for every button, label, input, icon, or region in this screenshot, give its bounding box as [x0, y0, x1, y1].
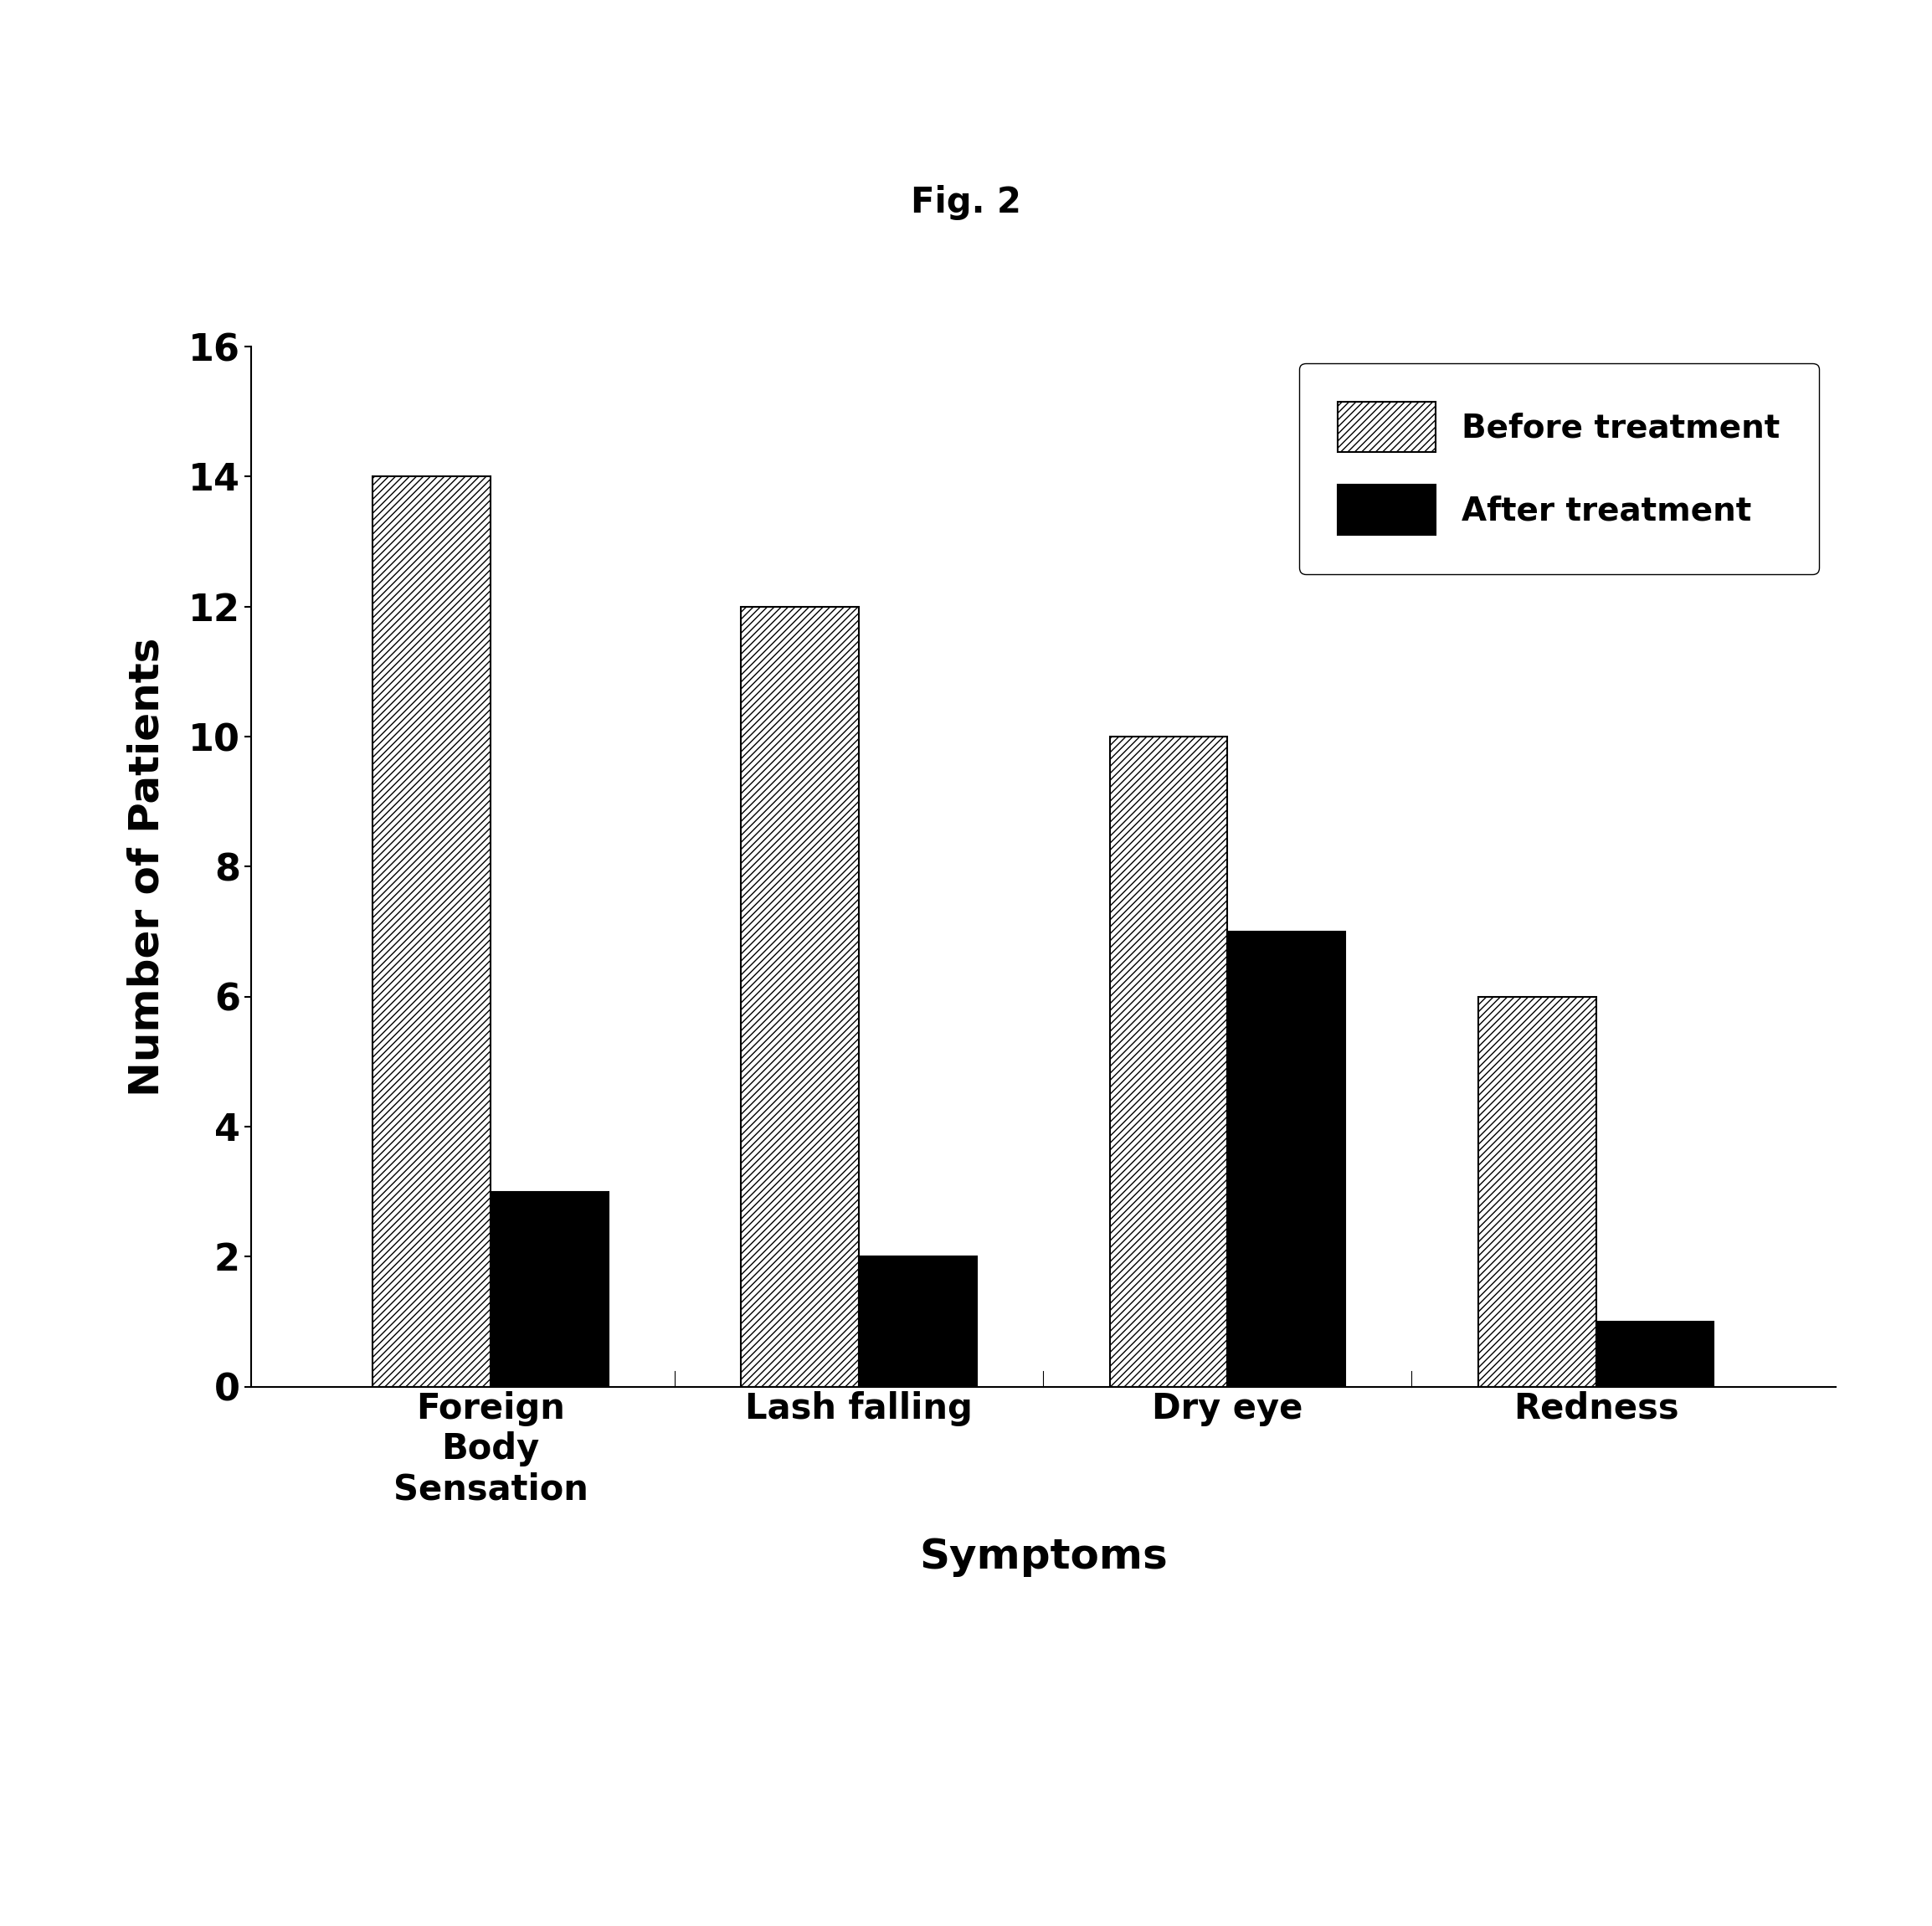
Bar	[373, 476, 491, 1387]
Bar	[1478, 998, 1596, 1387]
Bar	[742, 607, 860, 1387]
Bar	[491, 1192, 609, 1387]
Legend: Before treatment, After treatment: Before treatment, After treatment	[1298, 362, 1820, 574]
Bar	[860, 1256, 978, 1387]
X-axis label: Symptoms: Symptoms	[920, 1537, 1167, 1577]
Bar	[1596, 1321, 1714, 1387]
Bar	[1109, 736, 1227, 1387]
Bar	[1227, 932, 1345, 1387]
Text: Fig. 2: Fig. 2	[910, 185, 1022, 220]
Y-axis label: Number of Patients: Number of Patients	[128, 638, 168, 1096]
